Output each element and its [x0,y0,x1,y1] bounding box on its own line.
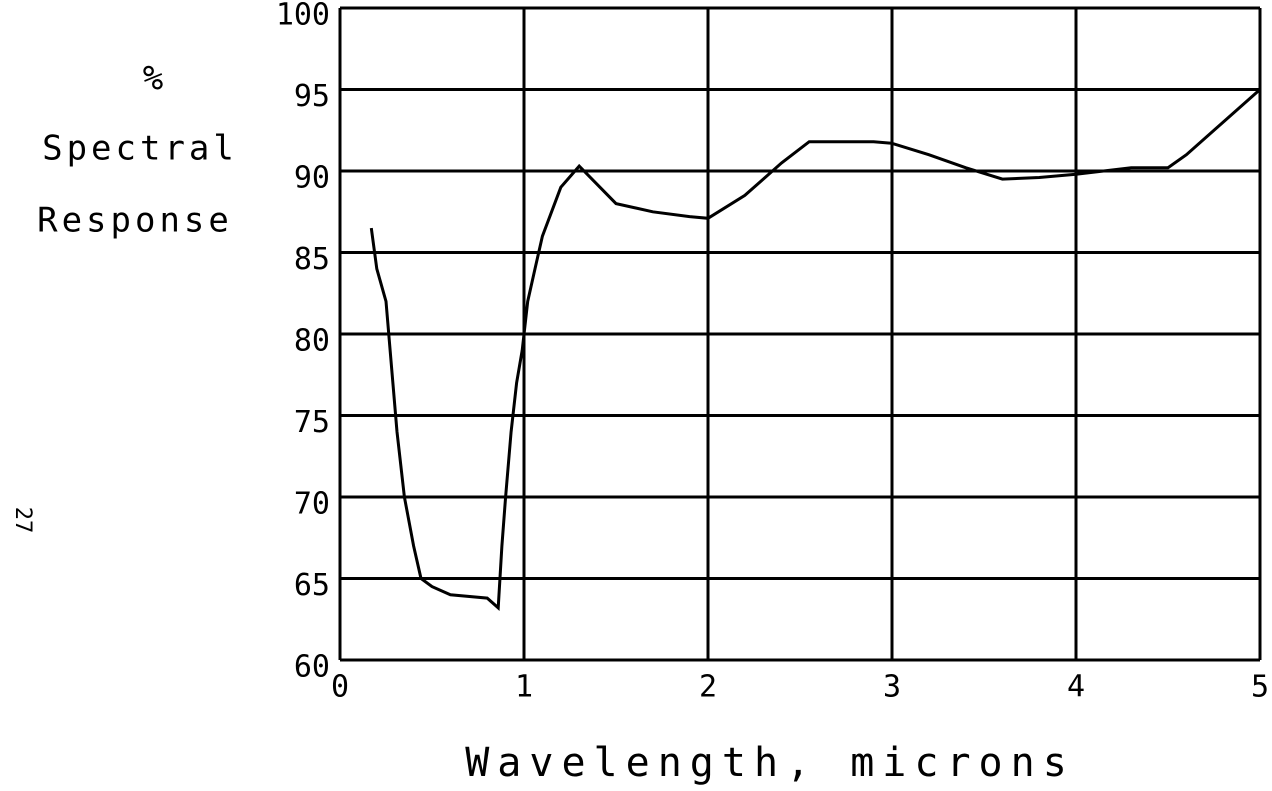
y-tick-label: 95 [294,79,330,114]
x-axis-label: Wavelength, microns [465,740,1075,786]
y-axis-label: Response [37,201,233,241]
y-tick-label: 60 [294,650,330,685]
x-tick-label: 3 [883,670,901,705]
x-tick-label: 5 [1251,670,1269,705]
y-tick-label: 90 [294,161,330,196]
x-tick-label: 1 [515,670,533,705]
y-tick-label: 75 [294,405,330,440]
y-tick-label: 70 [294,487,330,522]
x-tick-label: 4 [1067,670,1085,705]
x-tick-label: 0 [331,670,349,705]
page-number: 27 [10,507,35,534]
data-line [369,88,1261,611]
y-tick-label: 80 [294,324,330,359]
y-tick-label: 65 [294,568,330,603]
y-tick-label: 85 [294,242,330,277]
y-tick-label: 100 [276,0,330,33]
x-tick-label: 2 [699,670,717,705]
y-axis-label: Spectral [42,129,238,169]
y-axis-label: % [143,59,167,99]
